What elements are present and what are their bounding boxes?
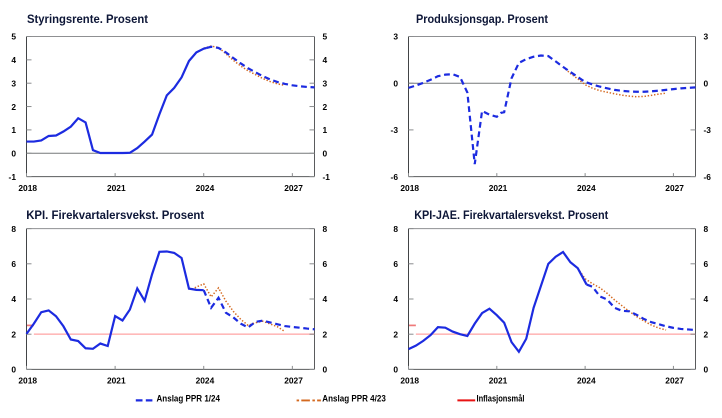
svg-text:2018: 2018 [18,183,37,193]
svg-text:2027: 2027 [284,376,303,386]
svg-text:-6: -6 [391,172,399,182]
svg-text:4: 4 [704,294,709,304]
svg-text:2: 2 [11,102,16,112]
svg-text:6: 6 [11,259,16,269]
svg-text:5: 5 [323,32,328,42]
svg-text:-6: -6 [704,172,712,182]
svg-text:6: 6 [704,259,709,269]
svg-text:0: 0 [11,365,16,375]
svg-text:Anslag PPR 4/23: Anslag PPR 4/23 [322,394,386,405]
svg-text:4: 4 [11,55,16,65]
svg-text:2: 2 [11,329,16,339]
svg-text:4: 4 [323,55,328,65]
svg-text:0: 0 [704,78,709,88]
svg-text:2: 2 [704,329,709,339]
svg-text:8: 8 [11,224,16,234]
svg-text:2018: 2018 [400,376,419,386]
svg-text:2018: 2018 [400,183,419,193]
svg-text:5: 5 [11,32,16,42]
svg-text:4: 4 [323,294,328,304]
svg-text:0: 0 [11,148,16,158]
svg-text:-1: -1 [323,172,331,182]
svg-text:8: 8 [704,224,709,234]
svg-text:0: 0 [323,148,328,158]
svg-text:Anslag PPR 1/24: Anslag PPR 1/24 [157,394,221,405]
svg-text:8: 8 [323,224,328,234]
svg-text:2018: 2018 [18,376,37,386]
svg-text:2021: 2021 [489,376,508,386]
svg-text:3: 3 [393,32,398,42]
svg-text:4: 4 [11,294,16,304]
svg-text:KPI-JAE. Firekvartalersvekst.: KPI-JAE. Firekvartalersvekst. Prosent [414,208,608,222]
svg-text:6: 6 [393,259,398,269]
svg-text:-3: -3 [391,125,399,135]
svg-text:2021: 2021 [107,183,126,193]
svg-text:3: 3 [323,78,328,88]
svg-text:1: 1 [323,125,328,135]
svg-text:KPI. Firekvartalersvekst. Pros: KPI. Firekvartalersvekst. Prosent [26,208,204,222]
svg-text:6: 6 [323,259,328,269]
svg-text:2024: 2024 [577,183,596,193]
svg-text:2: 2 [323,102,328,112]
svg-text:0: 0 [704,365,709,375]
svg-text:2024: 2024 [196,183,215,193]
svg-text:4: 4 [393,294,398,304]
svg-text:Inflasjonsmål: Inflasjonsmål [477,394,525,405]
svg-text:0: 0 [393,365,398,375]
svg-text:2027: 2027 [284,183,303,193]
svg-text:0: 0 [323,365,328,375]
svg-text:-3: -3 [704,125,712,135]
svg-text:2: 2 [323,329,328,339]
svg-text:2021: 2021 [489,183,508,193]
svg-text:2027: 2027 [665,376,684,386]
svg-text:Styringsrente. Prosent: Styringsrente. Prosent [27,12,148,26]
svg-text:3: 3 [704,32,709,42]
svg-text:8: 8 [393,224,398,234]
svg-text:2: 2 [393,329,398,339]
svg-text:2027: 2027 [665,183,684,193]
svg-text:0: 0 [393,78,398,88]
svg-text:2024: 2024 [196,376,215,386]
svg-text:2024: 2024 [577,376,596,386]
svg-text:-1: -1 [9,172,17,182]
svg-text:Produksjonsgap. Prosent: Produksjonsgap. Prosent [416,12,548,26]
svg-text:1: 1 [11,125,16,135]
svg-text:2021: 2021 [107,376,126,386]
svg-text:3: 3 [11,78,16,88]
